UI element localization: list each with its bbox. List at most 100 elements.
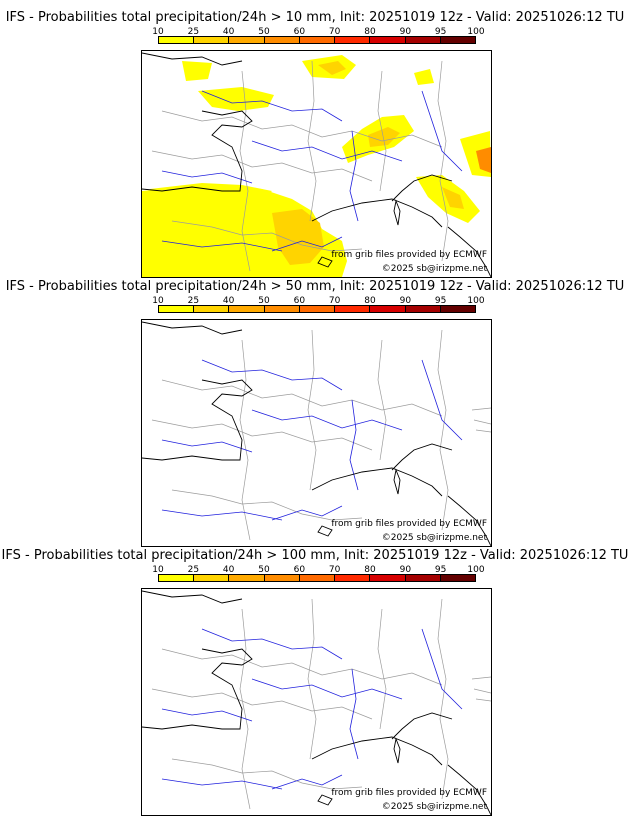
legend-tick-label: 50 [258, 27, 270, 37]
country-borders [151, 60, 449, 272]
legend-swatch [229, 37, 265, 43]
legend-tick-label: 60 [293, 565, 306, 575]
legend-tick-label: 70 [328, 296, 341, 306]
data-source-credit: from grib files provided by ECMWF [331, 519, 487, 529]
legend-tick-label: 95 [434, 296, 447, 306]
data-source-credit: from grib files provided by ECMWF [331, 250, 487, 260]
legend-swatch [335, 37, 371, 43]
legend-swatch [229, 575, 265, 581]
precip-area-northeast-core [476, 147, 491, 173]
panel-100mm: IFS - Probabilities total precipitation/… [0, 548, 630, 816]
precip-area-north-core [318, 61, 346, 75]
legend-tick-label: 40 [222, 296, 235, 306]
precip-area-channel [182, 61, 212, 81]
legend-swatch [370, 575, 406, 581]
panel-title: IFS - Probabilities total precipitation/… [5, 10, 625, 25]
legend-swatch [405, 37, 441, 43]
data-source-credit: from grib files provided by ECMWF [331, 788, 487, 798]
legend-color-bar [158, 574, 476, 582]
panel-10mm: IFS - Probabilities total precipitation/… [0, 10, 630, 278]
legend-swatch [370, 306, 406, 312]
legend-swatch [264, 575, 300, 581]
legend-swatch [440, 575, 475, 581]
panel-title: IFS - Probabilities total precipitation/… [1, 548, 629, 563]
legend-tick-label: 10 [152, 27, 164, 37]
precip-area-spain-core [272, 209, 324, 265]
legend-swatch [194, 306, 230, 312]
rivers [161, 628, 463, 790]
panel-title: IFS - Probabilities total precipitation/… [5, 279, 625, 294]
rivers [161, 90, 463, 252]
panel-50mm: IFS - Probabilities total precipitation/… [0, 279, 630, 547]
legend-tick-label: 40 [222, 565, 235, 575]
precip-area-brittany [198, 87, 274, 111]
legend-tick-label: 95 [434, 565, 447, 575]
legend-swatch [299, 575, 336, 581]
copyright-notice: ©2025 sb@irizpme.net [381, 533, 487, 543]
legend-swatch [335, 306, 371, 312]
legend-labels: 10 25 40 50 60 70 80 90 95 100 [0, 296, 630, 306]
legend-tick-label: 80 [364, 565, 376, 575]
precip-area-italy-core [442, 187, 464, 209]
legend-labels: 10 25 40 50 60 70 80 90 95 100 [0, 565, 630, 575]
map-france-100mm[interactable]: from grib files provided by ECMWF ©2025 … [141, 588, 492, 816]
legend-tick-label: 80 [364, 27, 376, 37]
legend-swatch [370, 37, 406, 43]
legend-swatch [405, 306, 441, 312]
map-canvas [142, 590, 491, 815]
legend-swatch [194, 575, 230, 581]
legend-swatch [229, 306, 265, 312]
legend-swatch [159, 37, 195, 43]
legend-tick-label: 70 [328, 27, 341, 37]
legend-swatch [299, 306, 336, 312]
map-canvas [142, 321, 491, 546]
legend-tick-label: 100 [467, 565, 485, 575]
legend-tick-label: 100 [467, 27, 485, 37]
precip-area-rhine [414, 69, 434, 85]
legend-swatch [159, 575, 195, 581]
legend-swatch [159, 306, 195, 312]
legend-swatch [440, 306, 475, 312]
country-borders [151, 598, 491, 810]
legend-tick-label: 60 [293, 27, 306, 37]
rivers [161, 359, 463, 521]
legend-tick-label: 25 [187, 27, 200, 37]
legend-color-bar [158, 305, 476, 313]
coastlines [142, 52, 491, 277]
legend-swatch [264, 306, 300, 312]
legend-tick-label: 95 [434, 27, 447, 37]
legend-swatch [440, 37, 475, 43]
legend-labels: 10 25 40 50 60 70 80 90 95 100 [0, 27, 630, 37]
legend-tick-label: 50 [258, 296, 270, 306]
precip-area-alps-core [368, 127, 400, 147]
map-canvas [142, 52, 491, 277]
legend-tick-label: 70 [328, 565, 341, 575]
legend-swatch [264, 37, 300, 43]
legend-tick-label: 80 [364, 296, 376, 306]
legend-swatch [405, 575, 441, 581]
legend-tick-label: 60 [293, 296, 306, 306]
legend-tick-label: 25 [187, 565, 200, 575]
map-france-10mm[interactable]: from grib files provided by ECMWF ©2025 … [141, 50, 492, 278]
legend-tick-label: 10 [152, 296, 164, 306]
legend-tick-label: 90 [399, 565, 412, 575]
legend-tick-label: 25 [187, 296, 200, 306]
legend-tick-label: 10 [152, 565, 164, 575]
precip-area-biscay [150, 183, 272, 203]
precip-areas [142, 55, 491, 277]
legend-tick-label: 40 [222, 27, 235, 37]
legend-tick-label: 90 [399, 296, 412, 306]
legend-color-bar [158, 36, 476, 44]
legend-swatch [335, 575, 371, 581]
legend-tick-label: 50 [258, 565, 270, 575]
copyright-notice: ©2025 sb@irizpme.net [381, 802, 487, 812]
legend-tick-label: 100 [467, 296, 485, 306]
legend-swatch [299, 37, 336, 43]
map-france-50mm[interactable]: from grib files provided by ECMWF ©2025 … [141, 319, 492, 547]
legend-swatch [194, 37, 230, 43]
copyright-notice: ©2025 sb@irizpme.net [381, 264, 487, 274]
coastlines [142, 321, 491, 546]
legend-tick-label: 90 [399, 27, 412, 37]
country-borders [151, 329, 491, 541]
coastlines [142, 590, 491, 815]
